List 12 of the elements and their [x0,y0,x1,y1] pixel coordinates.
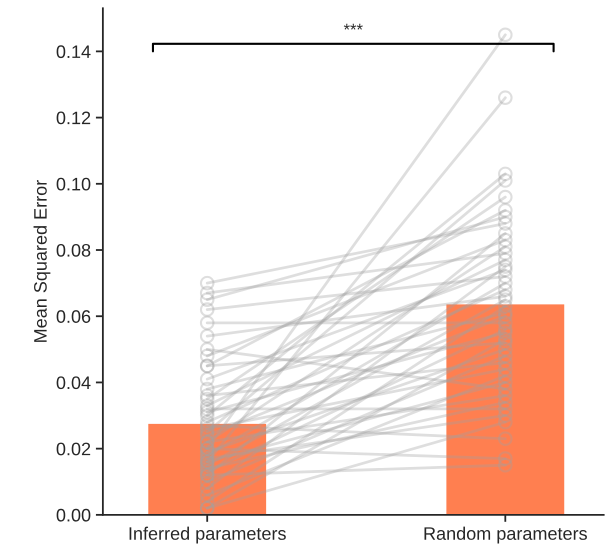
x-tick-label: Inferred parameters [130,526,286,544]
y-tick-label: 0.00 [56,508,90,522]
annotation: *** [344,24,363,30]
y-tick-label: 0.10 [56,178,90,191]
x-tick-label: Random parameters [424,526,587,544]
y-tick-label: 0.02 [56,442,90,456]
y-tick-label: 0.06 [56,310,90,323]
y-tick-label: 0.04 [56,376,91,390]
y-tick-label: 0.08 [56,244,90,257]
y-tick-label: 0.12 [56,112,90,124]
y-axis-title: Mean Squared Error [34,180,50,342]
y-tick-label: 0.14 [56,45,91,58]
